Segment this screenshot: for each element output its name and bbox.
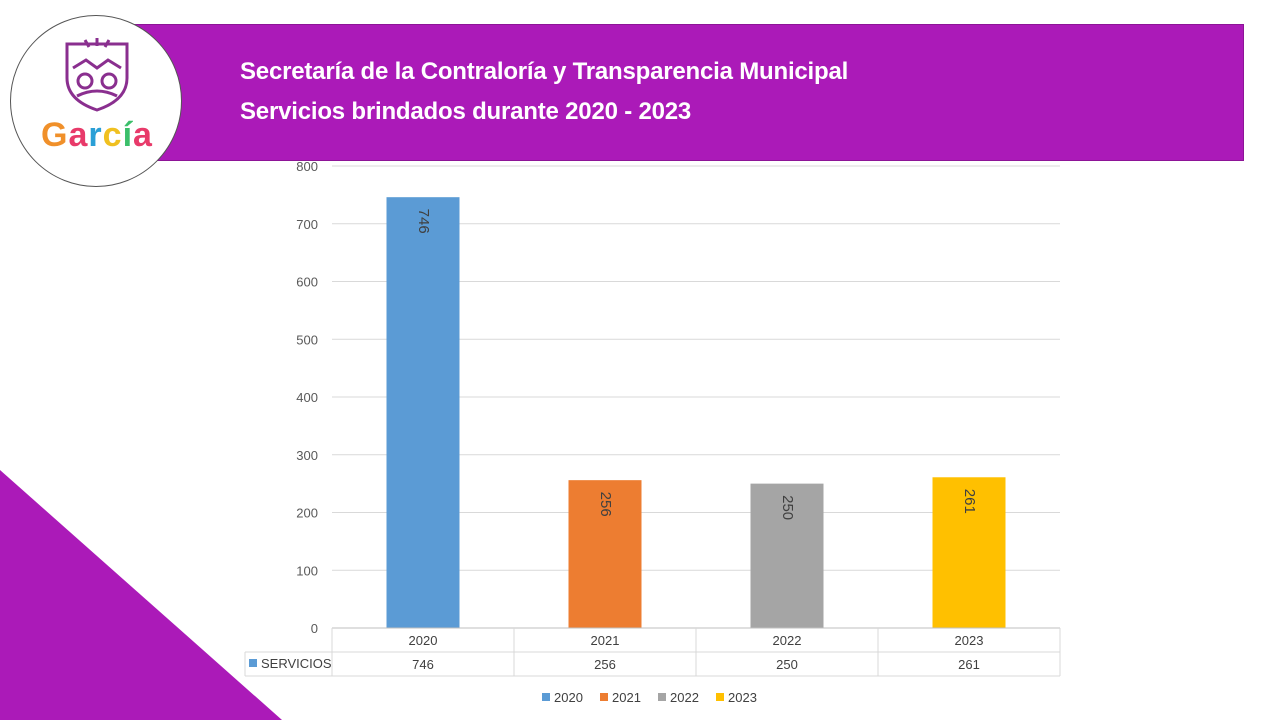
y-tick-label: 500 [296,332,318,347]
logo-letter: a [133,116,153,154]
y-tick-label: 100 [296,563,318,578]
table-value: 250 [776,657,798,672]
bar [568,480,642,628]
bar [386,197,460,628]
table-value: 256 [594,657,616,672]
table-legend-key [249,659,257,667]
table-value: 746 [412,657,434,672]
bar [750,483,824,628]
table-value: 261 [958,657,980,672]
x-tick-label: 2020 [409,633,438,648]
legend-marker [600,693,608,701]
garcia-logo: García [10,15,182,187]
data-label: 261 [961,489,978,514]
logo-letter: í [122,116,134,154]
data-label: 746 [415,209,432,234]
shield-emblem-icon [65,38,129,112]
legend-marker [716,693,724,701]
y-tick-label: 600 [296,275,318,290]
page-title: Secretaría de la Contraloría y Transpare… [240,58,849,85]
y-tick-label: 200 [296,506,318,521]
y-tick-label: 800 [296,159,318,174]
x-tick-label: 2022 [773,633,802,648]
page-subtitle: Servicios brindados durante 2020 - 2023 [240,98,692,125]
logo-letter: c [102,116,123,154]
logo-letter: G [41,116,69,154]
x-tick-label: 2021 [591,633,620,648]
logo-letter: a [68,116,89,154]
legend-marker [658,693,666,701]
data-label: 256 [597,492,614,517]
y-tick-label: 300 [296,448,318,463]
legend-label: 2020 [554,690,583,705]
legend-label: 2021 [612,690,641,705]
logo-letter: r [88,116,103,154]
table-row-label: SERVICIOS [261,656,332,671]
y-tick-label: 400 [296,390,318,405]
legend-label: 2023 [728,690,757,705]
y-tick-label: 0 [311,621,318,636]
legend-label: 2022 [670,690,699,705]
decorative-triangle [0,470,282,720]
y-tick-label: 700 [296,217,318,232]
logo-wordmark: García [11,116,183,155]
bar [932,477,1006,628]
header-banner [130,24,1244,161]
data-label: 250 [779,495,796,520]
x-tick-label: 2023 [955,633,984,648]
legend-marker [542,693,550,701]
